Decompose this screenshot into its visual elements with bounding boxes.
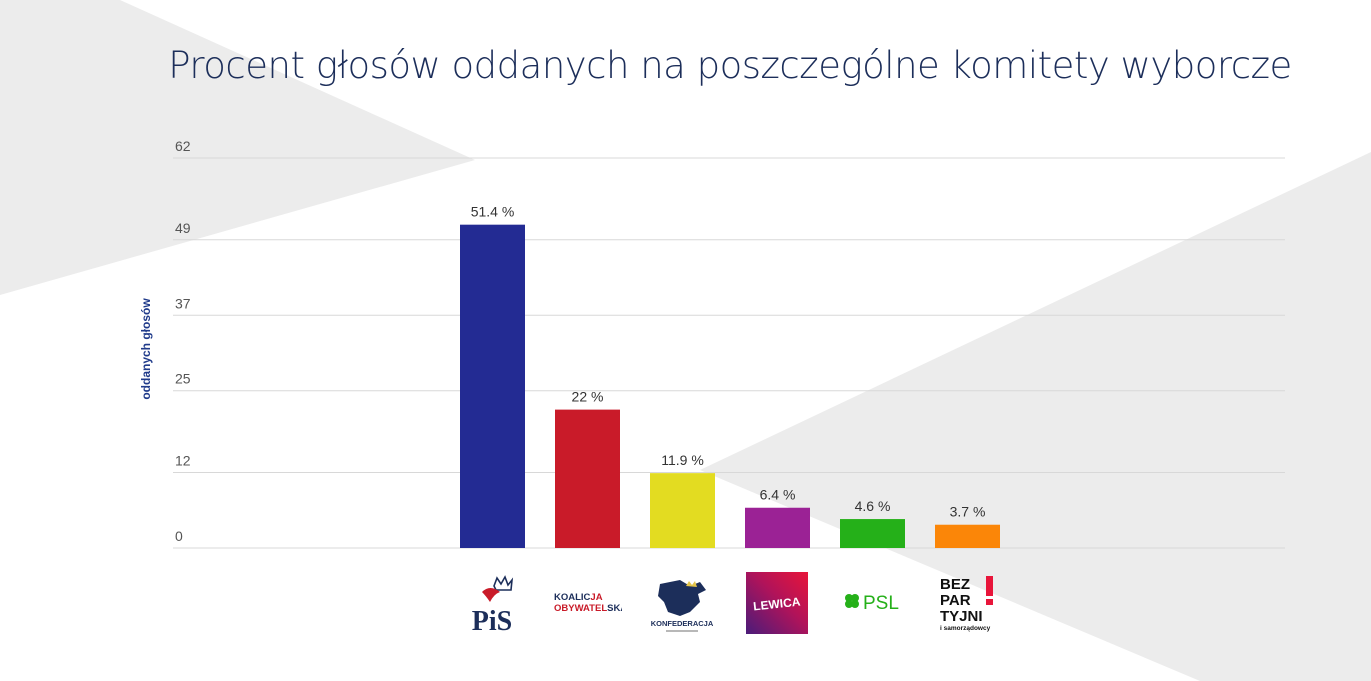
bar-value-label: 22 %: [572, 389, 604, 405]
ko-logo-line1: KOALICJA: [554, 592, 603, 603]
y-tick-label: 12: [175, 453, 191, 469]
clover-icon: [845, 594, 859, 608]
lewica-logo-icon: LEWICA: [746, 572, 808, 634]
exclamation-dot-icon: [986, 599, 993, 605]
ko-logo-line2-a: OBYWATEL: [554, 603, 607, 614]
bez-logo-line1: BEZ: [940, 576, 970, 593]
logo-psl: PSL: [839, 572, 903, 636]
ko-logo-line2: OBYWATELSKA: [554, 603, 622, 614]
bar-value-label: 11.9 %: [661, 452, 704, 468]
logo-konfederacja: KONFEDERACJA: [650, 572, 714, 636]
bar-1: [460, 224, 525, 548]
ko-logo-icon: KOALICJA OBYWATELSKA: [554, 592, 622, 614]
bar-3: [650, 473, 715, 548]
y-tick-label: 25: [175, 371, 191, 387]
logo-koalicja-obywatelska: KOALICJA OBYWATELSKA: [554, 572, 622, 636]
logo-bezpartyjni: BEZ PAR TYJNI i samorządowcy: [935, 572, 999, 636]
bez-logo-line3: TYJNI: [940, 608, 983, 625]
bez-logo-line4: i samorządowcy: [940, 625, 991, 632]
pis-logo-icon: PiS: [472, 575, 514, 636]
logo-pis: PiS: [460, 572, 524, 636]
pis-eagle-icon: [482, 588, 500, 602]
bars: [460, 224, 1000, 548]
bar-4: [745, 507, 810, 548]
y-tick-labels: 62 49 37 25 12 0: [175, 138, 191, 544]
logo-lewica: LEWICA: [746, 572, 810, 636]
konfederacja-crown-icon: [686, 581, 697, 587]
bez-logo-line2: PAR: [940, 592, 971, 609]
ko-logo-line1-b: JA: [590, 592, 602, 603]
bar-5: [840, 519, 905, 548]
ko-logo-line1-a: KOALIC: [554, 592, 591, 603]
bar-value-label: 6.4 %: [760, 487, 796, 503]
bar-value-label: 3.7 %: [950, 504, 986, 520]
bezpartyjni-logo-icon: BEZ PAR TYJNI i samorządowcy: [940, 576, 993, 632]
psl-logo-text: PSL: [863, 593, 899, 614]
konfederacja-eagle-icon: [658, 580, 706, 616]
pis-logo-text: PiS: [472, 606, 512, 636]
y-tick-label: 37: [175, 295, 191, 311]
psl-logo-icon: PSL: [845, 593, 899, 614]
konfederacja-logo-icon: KONFEDERACJA: [651, 580, 714, 632]
konfederacja-logo-text: KONFEDERACJA: [651, 619, 714, 628]
grid-lines: [173, 157, 1285, 549]
chart-title: Procent głosów oddanych na poszczególne …: [168, 44, 1292, 87]
value-labels: 51.4 % 22 % 11.9 % 6.4 % 4.6 % 3.7 %: [471, 204, 986, 520]
background-triangle-right: [700, 152, 1371, 681]
background-triangle-left: [0, 0, 475, 295]
lewica-logo-background: [746, 572, 808, 634]
konfederacja-subtitle-line: [666, 630, 698, 632]
bar-value-label: 4.6 %: [855, 498, 891, 514]
y-tick-label: 0: [175, 528, 183, 544]
y-tick-label: 49: [175, 220, 191, 236]
lewica-logo-text: LEWICA: [753, 595, 802, 614]
pis-crown-icon: [493, 575, 514, 591]
bar-2: [555, 409, 620, 548]
bar-value-label: 51.4 %: [471, 204, 515, 220]
ko-logo-line2-b: SKA: [607, 603, 622, 614]
bar-6: [935, 524, 1000, 548]
y-tick-label: 62: [175, 138, 191, 154]
exclamation-mark-icon: [986, 576, 993, 596]
